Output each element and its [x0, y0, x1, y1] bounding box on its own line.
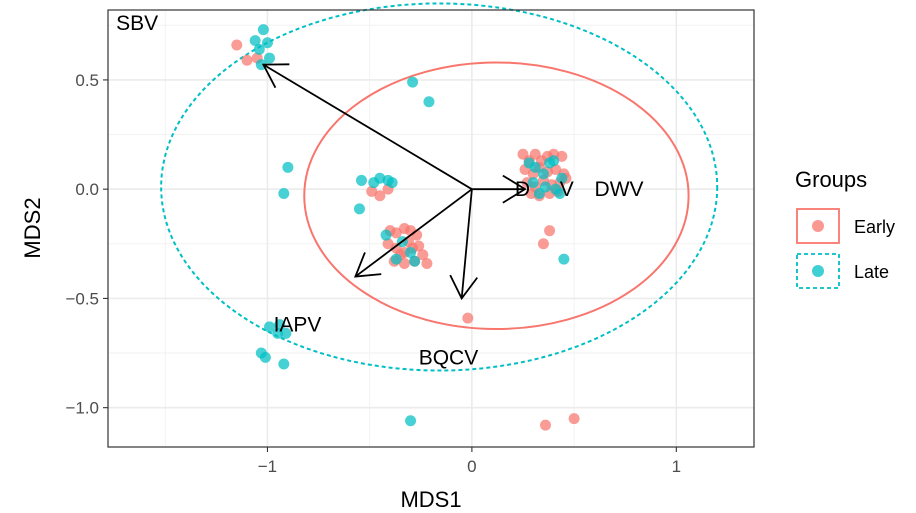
ellipse-early — [303, 61, 690, 331]
point-late — [264, 321, 275, 333]
y-tick-label: −0.5 — [65, 289, 99, 308]
arrow-label: DWV — [595, 178, 644, 201]
arrow-label: IAPV — [274, 314, 322, 337]
legend-label-late: Late — [854, 262, 889, 282]
point-late — [355, 174, 367, 186]
plot-panel-background — [108, 10, 754, 447]
arrow-head-sbv — [261, 63, 290, 89]
point-early — [382, 238, 394, 250]
x-tick-label: 1 — [672, 457, 681, 476]
point-late — [272, 327, 284, 339]
legend-item-early: Early — [796, 208, 895, 244]
point-late — [409, 255, 421, 267]
point-late — [533, 188, 545, 200]
point-early — [539, 419, 551, 431]
point-early — [568, 413, 580, 425]
point-early — [366, 185, 378, 197]
legend-dot-early — [812, 220, 824, 232]
arrow-bqcv — [460, 189, 473, 299]
point-early — [390, 227, 402, 239]
x-axis-title: MDS1 — [400, 487, 461, 512]
point-late — [554, 188, 566, 200]
point-late — [380, 229, 392, 241]
arrow-label: V — [560, 178, 574, 201]
arrow-head-dwv — [502, 174, 527, 204]
arrow-head-iapv — [353, 252, 382, 278]
point-early — [537, 238, 549, 250]
point-early — [241, 54, 253, 66]
arrow-labels: SBV DWV IAPV BQCV D V — [116, 12, 643, 369]
point-early — [556, 150, 568, 162]
point-late — [405, 247, 417, 259]
arrow-label: BQCV — [419, 346, 479, 369]
y-tick-label: 0.5 — [75, 71, 99, 90]
plot-panel-border — [107, 9, 755, 448]
point-late — [527, 177, 539, 189]
loading-arrows — [261, 63, 527, 301]
point-late — [261, 37, 273, 49]
point-late — [274, 319, 286, 331]
point-early — [374, 190, 386, 202]
y-axis-title: MDS2 — [20, 197, 45, 258]
legend-label-early: Early — [854, 217, 895, 237]
point-early — [413, 240, 425, 252]
arrow-label: SBV — [116, 12, 158, 35]
x-tick-label: −1 — [258, 457, 277, 476]
arrow-iapv — [354, 188, 473, 278]
point-late — [257, 24, 269, 36]
point-late — [259, 351, 271, 363]
point-early — [421, 257, 433, 269]
point-late — [278, 188, 290, 200]
arrow-label: D — [515, 178, 530, 201]
legend-item-late: Late — [796, 253, 889, 289]
legend-title: Groups — [795, 167, 867, 192]
point-early — [462, 312, 474, 324]
point-late — [253, 43, 265, 55]
point-late — [278, 358, 290, 370]
point-late — [390, 253, 402, 265]
point-late — [556, 172, 568, 184]
arrow-head-bqcv — [449, 274, 478, 301]
arrow-sbv — [262, 63, 473, 190]
point-early — [544, 225, 556, 237]
point-late — [264, 52, 275, 64]
point-late — [280, 327, 292, 339]
confidence-ellipses — [160, 2, 719, 372]
point-early — [417, 249, 429, 261]
legend-dot-late — [812, 265, 824, 277]
point-late — [558, 253, 570, 265]
y-tick-label: 0.0 — [75, 180, 99, 199]
point-late — [537, 168, 549, 180]
point-early — [398, 257, 410, 269]
point-late — [544, 157, 556, 169]
point-late — [282, 161, 294, 173]
point-late — [353, 203, 365, 215]
point-late — [423, 96, 435, 108]
legend: Groups Early Late — [795, 167, 895, 289]
ellipse-late — [160, 2, 719, 372]
point-late — [386, 177, 398, 189]
data-points — [231, 24, 580, 431]
axes: −1 0 1 −1.0 −0.5 0.0 0.5 — [65, 71, 681, 476]
grid-lines — [108, 10, 754, 447]
x-tick-label: 0 — [467, 457, 476, 476]
y-tick-label: −1.0 — [65, 399, 99, 418]
point-late — [407, 76, 419, 88]
point-late — [523, 157, 535, 169]
point-early — [231, 39, 243, 51]
point-late — [249, 35, 261, 47]
point-late — [405, 415, 417, 427]
